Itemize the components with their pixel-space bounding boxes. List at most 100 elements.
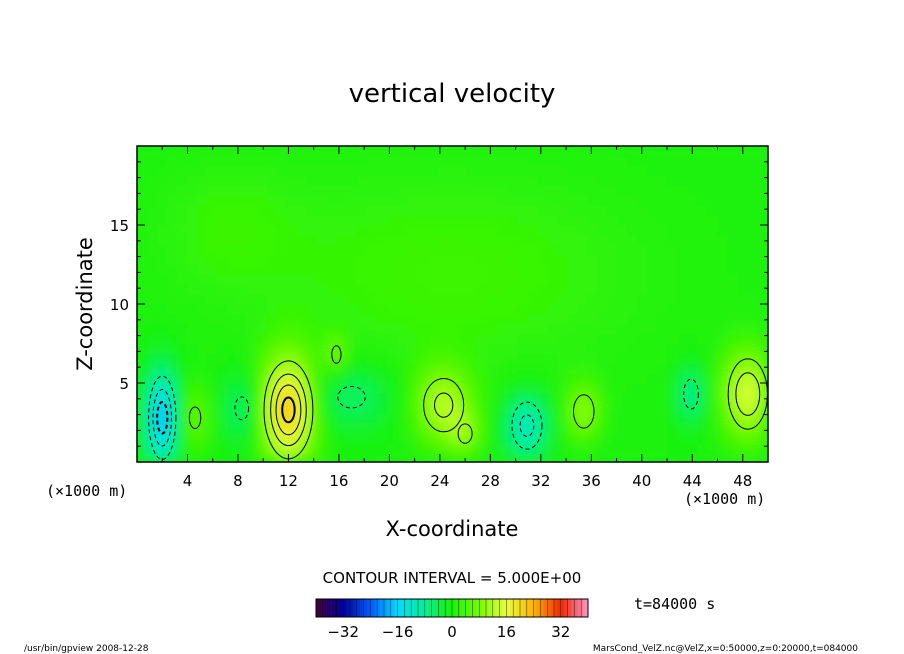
field-cell <box>707 273 719 285</box>
field-cell <box>527 214 539 226</box>
field-cell <box>306 362 318 374</box>
colorbar-frame <box>315 598 589 618</box>
field-cell <box>316 234 328 246</box>
field-cell <box>577 155 589 167</box>
field-cell <box>497 194 509 206</box>
field-cell <box>426 273 438 285</box>
field-cell <box>527 372 539 384</box>
field-cell <box>537 254 549 265</box>
field-cell <box>547 194 559 206</box>
field-cell <box>647 254 659 265</box>
field-cell <box>426 372 438 384</box>
field-cell <box>156 352 168 364</box>
field-cell <box>607 422 619 433</box>
field-cell <box>366 254 378 265</box>
field-cell <box>467 293 479 305</box>
field-cell <box>256 303 268 315</box>
field-cell <box>537 451 549 462</box>
field-cell <box>467 412 479 423</box>
field-cell <box>137 431 148 443</box>
field-cell <box>707 382 719 394</box>
field-cell <box>757 422 768 433</box>
field-cell <box>256 165 268 177</box>
field-cell <box>366 175 378 186</box>
field-cell <box>256 234 268 246</box>
field-cell <box>246 451 258 462</box>
field-cell <box>757 441 768 453</box>
field-cell <box>216 323 228 335</box>
field-cell <box>467 333 479 344</box>
field-cell <box>356 422 368 433</box>
field-cell <box>386 146 398 157</box>
field-cell <box>346 204 358 216</box>
colorbar-swatch <box>360 599 364 617</box>
field-cell <box>477 303 489 315</box>
field-cell <box>356 165 368 177</box>
field-cell <box>156 146 168 157</box>
field-cell <box>517 343 529 354</box>
field-cell <box>507 165 519 177</box>
field-cell <box>196 422 208 433</box>
field-cell <box>637 214 649 226</box>
field-cell <box>587 422 599 433</box>
field-cell <box>266 165 278 177</box>
field-cell <box>577 273 589 285</box>
y-tick-label: 10 <box>110 296 129 314</box>
field-cell <box>316 352 328 364</box>
chart-title: vertical velocity <box>349 79 556 109</box>
field-cell <box>236 244 248 256</box>
field-cell <box>326 146 338 157</box>
colorbar-swatch <box>543 599 548 617</box>
field-cell <box>597 283 609 295</box>
field-cell <box>326 254 338 265</box>
field-cell <box>137 412 148 423</box>
field-cell <box>186 146 198 157</box>
field-cell <box>457 185 469 196</box>
field-cell <box>587 165 599 177</box>
field-cell <box>707 441 719 453</box>
field-cell <box>137 204 148 216</box>
field-cell <box>707 412 719 423</box>
field-cell <box>547 234 559 246</box>
field-cell <box>547 185 559 196</box>
colorbar-swatch <box>520 599 524 617</box>
field-cell <box>296 146 308 157</box>
field-cell <box>527 224 539 236</box>
field-cell <box>316 194 328 206</box>
field-cell <box>617 175 629 186</box>
time-label: t=84000 s <box>634 595 715 613</box>
field-cell <box>757 313 768 325</box>
field-cell <box>747 146 759 157</box>
field-cell <box>757 254 768 265</box>
field-cell <box>196 155 208 167</box>
field-cell <box>276 303 288 315</box>
field-cell <box>316 362 328 374</box>
field-cell <box>226 441 238 453</box>
field-cell <box>376 323 388 335</box>
field-cell <box>266 244 278 256</box>
field-cell <box>717 451 729 462</box>
field-cell <box>727 214 739 226</box>
field-cell <box>266 194 278 206</box>
field-cell <box>697 382 709 394</box>
field-cell <box>737 333 749 344</box>
field-cell <box>577 333 589 344</box>
field-cell <box>617 451 629 462</box>
field-cell <box>336 313 348 325</box>
field-cell <box>717 382 729 394</box>
field-cell <box>557 234 569 246</box>
contour-negative <box>148 375 177 460</box>
field-cell <box>296 264 308 275</box>
field-cell <box>176 431 188 443</box>
field-cell <box>366 431 378 443</box>
field-cell <box>296 402 308 414</box>
field-cell <box>567 165 579 177</box>
field-cell <box>426 283 438 295</box>
field-cell <box>637 392 649 404</box>
field-cell <box>507 224 519 236</box>
field-cell <box>216 402 228 414</box>
field-cell <box>537 422 549 433</box>
field-cell <box>497 412 509 423</box>
field-cell <box>396 194 408 206</box>
field-cell <box>356 382 368 394</box>
